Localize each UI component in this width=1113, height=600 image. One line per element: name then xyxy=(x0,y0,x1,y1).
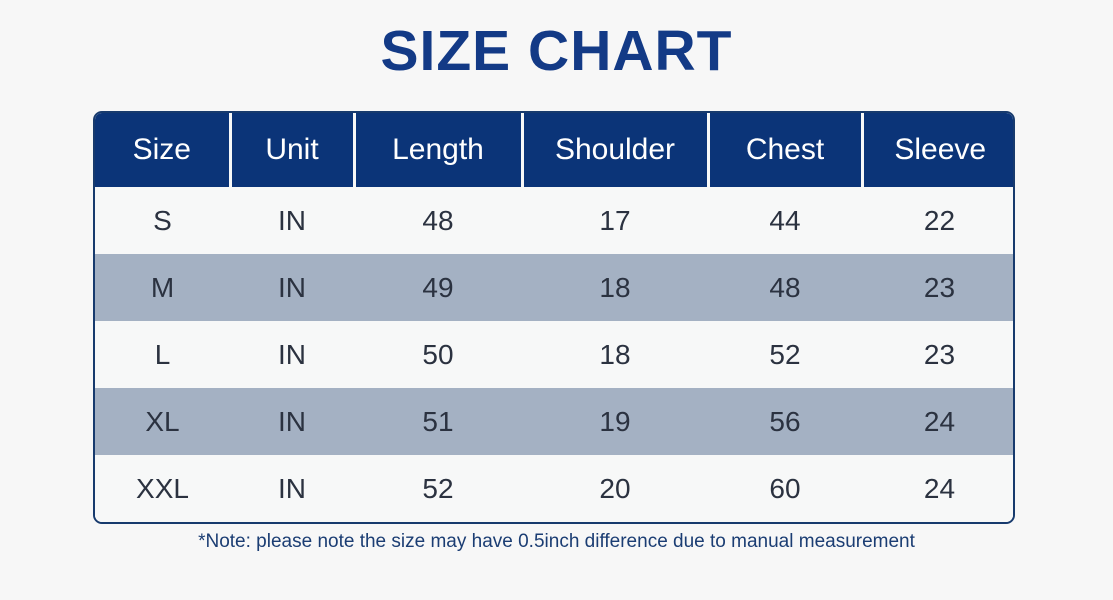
cell-chest: 52 xyxy=(769,338,801,370)
page-title: SIZE CHART xyxy=(380,19,733,83)
table-row: XXL IN 52 20 60 24 xyxy=(95,455,1013,522)
table-body: S IN 48 17 44 22 M IN 49 18 48 23 L xyxy=(95,187,1013,522)
cell-sleeve: 23 xyxy=(923,338,956,370)
column-header-sleeve: Sleeve xyxy=(862,113,1013,187)
cell-chest: 48 xyxy=(769,271,801,303)
cell-sleeve: 24 xyxy=(923,472,956,504)
size-chart-table-container: Size Unit Length Shoulder Chest Sleeve S… xyxy=(93,111,1015,524)
cell-length: 49 xyxy=(422,271,454,303)
cell-size: XL xyxy=(145,405,180,437)
cell-chest: 60 xyxy=(769,472,801,504)
cell-chest: 44 xyxy=(769,204,801,236)
cell-shoulder: 17 xyxy=(599,204,631,236)
cell-sleeve: 23 xyxy=(923,271,956,303)
cell-length: 51 xyxy=(422,405,454,437)
cell-size: S xyxy=(153,204,172,236)
cell-size: M xyxy=(150,271,175,303)
cell-sleeve: 22 xyxy=(923,204,956,236)
size-chart-table: Size Unit Length Shoulder Chest Sleeve S… xyxy=(95,113,1013,522)
cell-shoulder: 19 xyxy=(599,405,631,437)
cell-sleeve: 24 xyxy=(923,405,956,437)
cell-shoulder: 18 xyxy=(599,271,631,303)
column-header-length: Length xyxy=(354,113,524,187)
table-header-row: Size Unit Length Shoulder Chest Sleeve xyxy=(95,113,1013,187)
cell-unit: IN xyxy=(278,472,306,504)
column-header-size: Size xyxy=(95,113,232,187)
measurement-note: *Note: please note the size may have 0.5… xyxy=(198,531,915,552)
cell-unit: IN xyxy=(278,204,306,236)
table-row: L IN 50 18 52 23 xyxy=(95,321,1013,388)
cell-shoulder: 18 xyxy=(599,338,631,370)
table-row: M IN 49 18 48 23 xyxy=(95,254,1013,321)
cell-shoulder: 20 xyxy=(599,472,631,504)
cell-length: 48 xyxy=(422,204,454,236)
column-header-shoulder: Shoulder xyxy=(522,113,710,187)
cell-chest: 56 xyxy=(769,405,801,437)
cell-size: L xyxy=(154,338,171,370)
cell-unit: IN xyxy=(278,338,306,370)
table-row: S IN 48 17 44 22 xyxy=(95,187,1013,254)
table-row: XL IN 51 19 56 24 xyxy=(95,388,1013,455)
table-header: Size Unit Length Shoulder Chest Sleeve xyxy=(95,113,1013,187)
cell-size: XXL xyxy=(136,472,189,504)
cell-unit: IN xyxy=(278,405,306,437)
column-header-chest: Chest xyxy=(708,113,864,187)
column-header-unit: Unit xyxy=(230,113,356,187)
cell-length: 50 xyxy=(422,338,454,370)
cell-length: 52 xyxy=(422,472,454,504)
cell-unit: IN xyxy=(278,271,306,303)
